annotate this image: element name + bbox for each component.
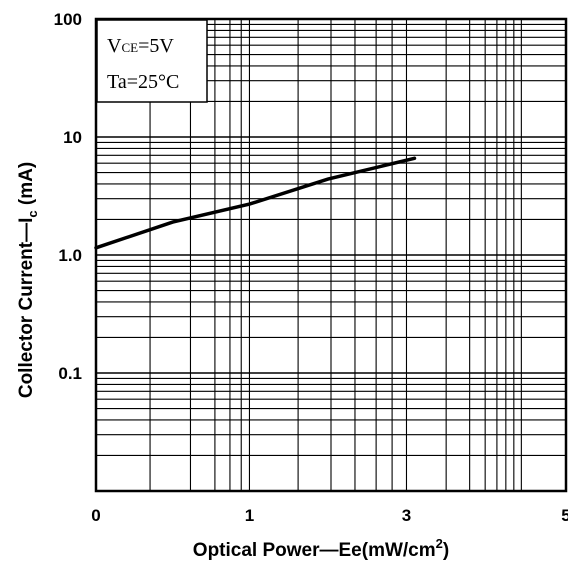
legend-ta: Ta=25°C — [107, 71, 179, 93]
x-axis-title: Optical Power—Ee(mW/cm2) — [193, 536, 449, 561]
legend-vce: VCE=5V — [107, 35, 174, 57]
x-tick-label: 1 — [245, 506, 254, 525]
grid — [96, 19, 566, 491]
y-tick-label: 1.0 — [58, 246, 82, 265]
legend-box: VCE=5V Ta=25°C — [96, 19, 208, 103]
x-title-end: ) — [443, 540, 449, 561]
x-title-sup: 2 — [436, 536, 443, 551]
vce-value: =5V — [138, 35, 174, 57]
vce-sub: CE — [121, 40, 138, 55]
y-ticks: 100 10 1.0 0.1 — [54, 10, 82, 383]
plot-frame — [94, 17, 568, 493]
x-ticks: 0 1 3 5 — [91, 506, 568, 525]
y-tick-label: 0.1 — [58, 364, 82, 383]
y-title-end: (mA) — [16, 162, 37, 211]
x-title-main: Optical Power—Ee(mW/cm — [193, 540, 436, 561]
x-tick-label: 5 — [561, 506, 568, 525]
y-axis-title: Collector Current—Ic (mA) — [16, 162, 40, 398]
y-title-main: Collector Current—I — [16, 218, 37, 399]
y-tick-label: 100 — [54, 10, 82, 29]
legend-background — [96, 19, 208, 103]
x-tick-label: 3 — [402, 506, 411, 525]
x-tick-label: 0 — [91, 506, 100, 525]
series-line — [94, 156, 417, 250]
y-tick-label: 10 — [63, 128, 82, 147]
vce-main: V — [107, 35, 122, 57]
y-title-sub: c — [25, 210, 40, 217]
